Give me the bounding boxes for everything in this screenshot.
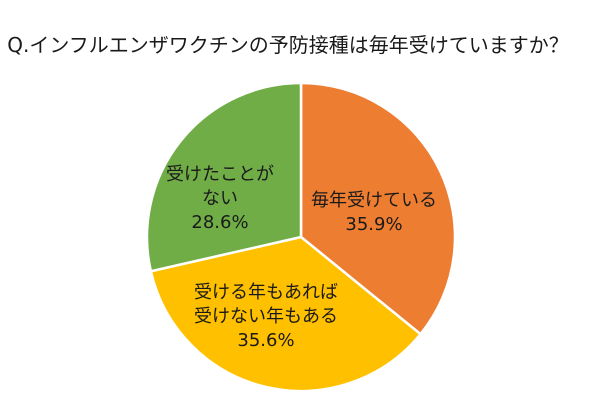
slice-label-text: ない: [202, 188, 238, 209]
slice-label-some-years: 受ける年もあれば 受けない年もある 35.6%: [194, 281, 338, 353]
slice-label-text: 受ける年もあれば: [194, 282, 338, 303]
pie-slice-every-year: [299, 81, 457, 336]
chart-title: Q.インフルエンザワクチンの予防接種は毎年受けていますか？: [7, 33, 569, 57]
slice-percentage: 35.6%: [237, 330, 295, 351]
pie-slice-never: [145, 81, 303, 273]
slice-label-every-year: 毎年受けている 35.9%: [311, 189, 437, 237]
pie-slice-some-years: [149, 235, 422, 393]
slice-label-text: 受けたことが: [166, 164, 274, 185]
slice-label-text: 受けない年もある: [194, 306, 338, 327]
slice-percentage: 28.6%: [191, 212, 249, 233]
slice-label-text: 毎年受けている: [311, 190, 437, 211]
slice-label-never: 受けたことが ない 28.6%: [166, 163, 274, 235]
slice-percentage: 35.9%: [345, 214, 403, 235]
